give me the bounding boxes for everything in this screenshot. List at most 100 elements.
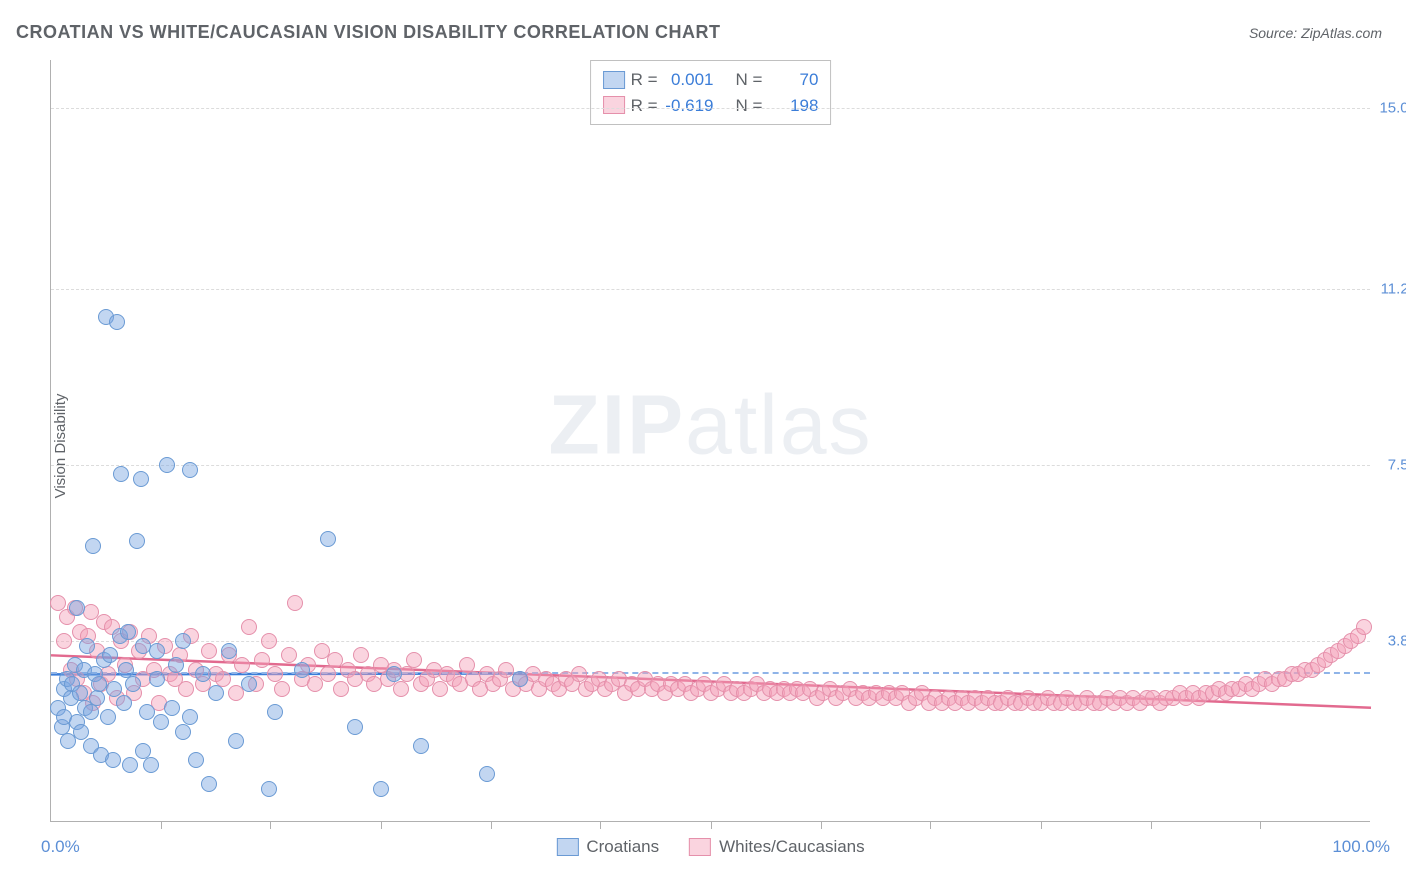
- scatter-point-whites: [241, 619, 257, 635]
- gridline: [51, 289, 1370, 290]
- legend-label-whites: Whites/Caucasians: [719, 837, 865, 857]
- scatter-point-croatians: [320, 531, 336, 547]
- scatter-point-croatians: [143, 757, 159, 773]
- scatter-point-whites: [234, 657, 250, 673]
- scatter-point-croatians: [188, 752, 204, 768]
- scatter-point-croatians: [294, 662, 310, 678]
- scatter-point-croatians: [175, 633, 191, 649]
- bottom-legend: Croatians Whites/Caucasians: [556, 837, 864, 857]
- scatter-point-croatians: [479, 766, 495, 782]
- scatter-point-croatians: [208, 685, 224, 701]
- chart-title: CROATIAN VS WHITE/CAUCASIAN VISION DISAB…: [16, 22, 721, 43]
- source-label: Source: ZipAtlas.com: [1249, 25, 1382, 41]
- scatter-point-croatians: [116, 695, 132, 711]
- scatter-point-croatians: [241, 676, 257, 692]
- scatter-point-croatians: [195, 666, 211, 682]
- scatter-point-croatians: [221, 643, 237, 659]
- n-value-croatians: 70: [768, 67, 818, 93]
- x-tick: [821, 821, 822, 829]
- scatter-point-whites: [353, 647, 369, 663]
- scatter-point-whites: [287, 595, 303, 611]
- scatter-point-croatians: [129, 533, 145, 549]
- x-tick: [270, 821, 271, 829]
- n-label: N =: [736, 93, 763, 119]
- scatter-point-croatians: [153, 714, 169, 730]
- scatter-point-croatians: [512, 671, 528, 687]
- legend-item-whites: Whites/Caucasians: [689, 837, 865, 857]
- scatter-point-croatians: [120, 624, 136, 640]
- scatter-point-croatians: [267, 704, 283, 720]
- x-tick: [711, 821, 712, 829]
- scatter-point-croatians: [105, 752, 121, 768]
- x-tick: [1260, 821, 1261, 829]
- swatch-whites-icon: [603, 96, 625, 114]
- scatter-point-croatians: [106, 681, 122, 697]
- scatter-point-croatians: [182, 462, 198, 478]
- scatter-point-whites: [201, 643, 217, 659]
- swatch-croatians-icon: [603, 71, 625, 89]
- scatter-point-croatians: [91, 676, 107, 692]
- scatter-point-whites: [261, 633, 277, 649]
- scatter-point-croatians: [373, 781, 389, 797]
- scatter-point-croatians: [347, 719, 363, 735]
- scatter-point-whites: [50, 595, 66, 611]
- scatter-point-croatians: [149, 643, 165, 659]
- legend-item-croatians: Croatians: [556, 837, 659, 857]
- scatter-point-croatians: [182, 709, 198, 725]
- scatter-point-whites: [393, 681, 409, 697]
- scatter-point-whites: [254, 652, 270, 668]
- scatter-point-croatians: [413, 738, 429, 754]
- x-axis-label-max: 100.0%: [1332, 837, 1390, 857]
- scatter-point-whites: [178, 681, 194, 697]
- gridline: [51, 108, 1370, 109]
- scatter-point-croatians: [109, 314, 125, 330]
- avg-dashed-line: [51, 672, 1370, 674]
- scatter-point-croatians: [73, 724, 89, 740]
- swatch-whites-icon: [689, 838, 711, 856]
- gridline: [51, 465, 1370, 466]
- stats-legend-box: R = 0.001 N = 70 R = -0.619 N = 198: [590, 60, 832, 125]
- scatter-point-croatians: [125, 676, 141, 692]
- r-value-whites: -0.619: [664, 93, 714, 119]
- r-label: R =: [631, 67, 658, 93]
- scatter-point-croatians: [69, 600, 85, 616]
- n-value-whites: 198: [768, 93, 818, 119]
- scatter-point-croatians: [83, 704, 99, 720]
- scatter-point-whites: [56, 633, 72, 649]
- x-tick: [1151, 821, 1152, 829]
- scatter-point-croatians: [201, 776, 217, 792]
- x-axis-label-min: 0.0%: [41, 837, 80, 857]
- scatter-point-croatians: [159, 457, 175, 473]
- stats-row-croatians: R = 0.001 N = 70: [603, 67, 819, 93]
- scatter-point-croatians: [122, 757, 138, 773]
- legend-label-croatians: Croatians: [586, 837, 659, 857]
- chart-container: CROATIAN VS WHITE/CAUCASIAN VISION DISAB…: [0, 0, 1406, 892]
- stats-row-whites: R = -0.619 N = 198: [603, 93, 819, 119]
- scatter-point-whites: [1356, 619, 1372, 635]
- x-tick: [930, 821, 931, 829]
- scatter-point-croatians: [175, 724, 191, 740]
- scatter-point-whites: [281, 647, 297, 663]
- trend-svg: [51, 60, 1371, 822]
- y-tick-label: 7.5%: [1388, 456, 1406, 473]
- scatter-point-croatians: [149, 671, 165, 687]
- swatch-croatians-icon: [556, 838, 578, 856]
- plot-area: ZIPatlas R = 0.001 N = 70 R = -0.619 N =…: [50, 60, 1370, 822]
- scatter-point-whites: [320, 666, 336, 682]
- scatter-point-croatians: [89, 690, 105, 706]
- scatter-point-croatians: [168, 657, 184, 673]
- n-label: N =: [736, 67, 763, 93]
- gridline: [51, 641, 1370, 642]
- scatter-point-whites: [406, 652, 422, 668]
- x-tick: [1041, 821, 1042, 829]
- y-tick-label: 3.8%: [1388, 633, 1406, 650]
- scatter-point-croatians: [164, 700, 180, 716]
- scatter-point-whites: [274, 681, 290, 697]
- scatter-point-croatians: [113, 466, 129, 482]
- scatter-point-croatians: [102, 647, 118, 663]
- r-label: R =: [631, 93, 658, 119]
- scatter-point-croatians: [228, 733, 244, 749]
- y-tick-label: 15.0%: [1379, 99, 1406, 116]
- scatter-point-croatians: [85, 538, 101, 554]
- y-tick-label: 11.2%: [1381, 280, 1406, 297]
